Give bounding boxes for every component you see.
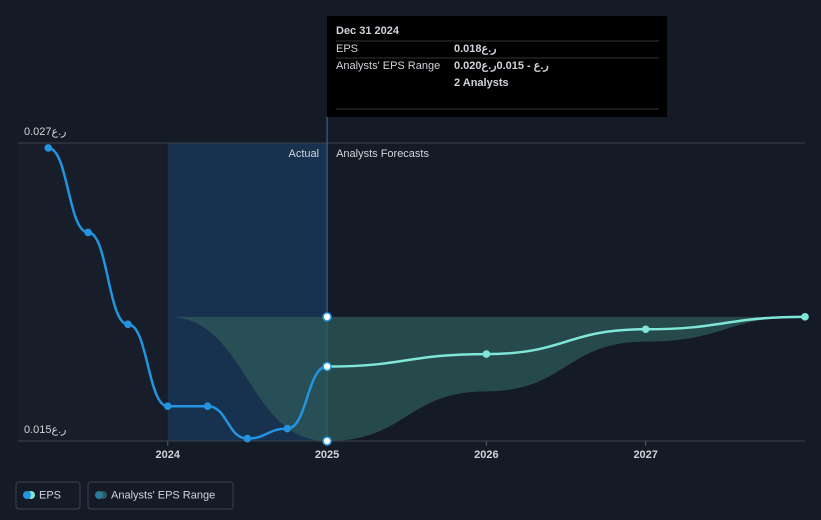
legend-item[interactable] <box>15 481 81 510</box>
past-shade <box>18 143 168 441</box>
x-tick-label: 2026 <box>474 449 498 461</box>
legend-item[interactable] <box>87 481 234 510</box>
eps-point <box>84 228 92 237</box>
eps-point <box>801 313 809 321</box>
eps-point <box>203 402 212 411</box>
tooltip-eps-value: 0.018ر.ع <box>454 43 496 55</box>
x-tick-label: 2024 <box>156 449 181 461</box>
y-tick-label: 0.015ر.ع <box>24 424 66 436</box>
tooltip-range-value: 0.020ر.ع - 0.015ر.ع <box>454 60 549 72</box>
eps-point <box>322 361 332 372</box>
legend-label: Analysts' EPS Range <box>111 489 215 501</box>
eps-forecast-line <box>327 315 806 368</box>
range-point <box>322 312 332 322</box>
eps-point <box>283 424 292 433</box>
tooltip-date: Dec 31 2024 <box>336 25 400 37</box>
range-band <box>48 147 806 441</box>
tooltip-eps-label: EPS <box>336 43 358 55</box>
actual-label: Actual <box>288 148 319 160</box>
eps-point <box>124 320 132 329</box>
x-tick-label: 2025 <box>315 449 339 461</box>
forecast-label: Analysts Forecasts <box>336 148 429 160</box>
legend-swatch <box>95 491 103 499</box>
tooltip <box>327 16 667 117</box>
eps-point <box>482 350 491 358</box>
eps-point <box>44 144 53 152</box>
eps-point <box>163 402 172 411</box>
eps-point <box>641 325 650 334</box>
tooltip-range-label: Analysts' EPS Range <box>336 60 440 72</box>
tooltip-analysts: 2 Analysts <box>454 77 509 89</box>
range-point <box>322 436 332 446</box>
y-tick-label: 0.027ر.ع <box>24 126 66 138</box>
eps-point <box>243 434 252 443</box>
x-tick-label: 2027 <box>633 449 657 461</box>
legend-swatch <box>23 491 31 499</box>
legend-label: EPS <box>39 489 61 501</box>
